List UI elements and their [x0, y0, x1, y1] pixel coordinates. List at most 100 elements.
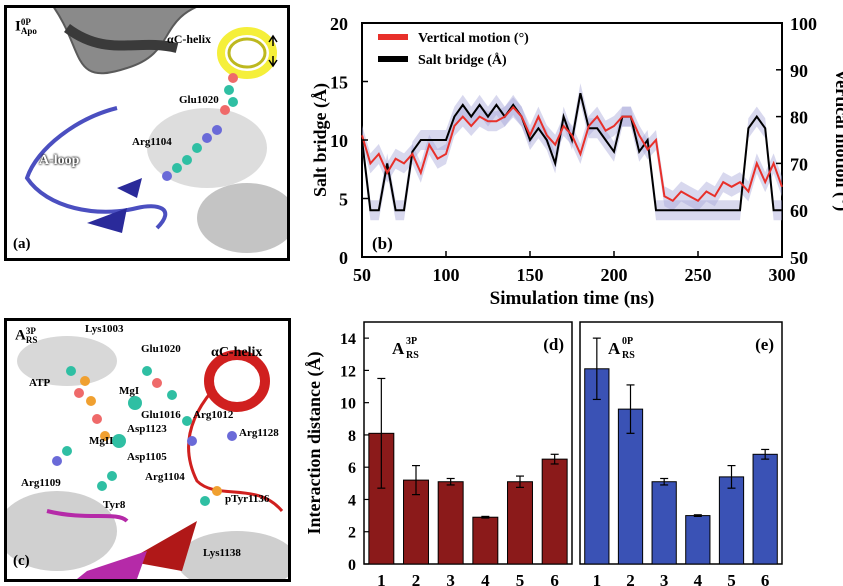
- bar: [718, 476, 745, 565]
- x-tick-label: 150: [517, 265, 544, 285]
- glu1020-sticks: [220, 73, 238, 115]
- label-tyr8: Tyr8: [103, 499, 126, 511]
- label-arg1109: Arg1109: [21, 477, 61, 489]
- legend-label: Vertical motion (°): [418, 31, 529, 46]
- grey-helix: [197, 183, 287, 253]
- y-axis-label: Interaction distance (Å): [304, 352, 325, 535]
- series-line: [361, 92, 782, 212]
- bar: [685, 515, 711, 565]
- label-glu1020-a: Glu1020: [179, 94, 219, 106]
- plot-frame: [579, 321, 783, 565]
- bar: [752, 453, 778, 565]
- x-tick-label: 3: [446, 571, 455, 586]
- y2-axis-label: Vertical motion (°): [831, 69, 843, 212]
- y-tick-label: 12: [340, 363, 356, 380]
- y2-tick-label: 90: [790, 61, 808, 81]
- y-tick-label: 4: [348, 492, 356, 509]
- legend-label: Salt bridge (Å): [418, 52, 507, 68]
- x-tick-label: 6: [550, 571, 559, 586]
- y-axis-label: Salt bridge (Å): [310, 83, 331, 197]
- state-label-sup: 3P: [406, 336, 417, 347]
- series-halo: [362, 83, 782, 221]
- y-tick-label: 14: [340, 331, 356, 348]
- dark-strand: [64, 23, 179, 53]
- x-tick-label: 2: [412, 571, 421, 586]
- label-asp1123: Asp1123: [127, 423, 167, 435]
- x-tick-label: 100: [433, 265, 460, 285]
- motion-arrow-icon: [268, 34, 278, 68]
- y2-tick-label: 60: [790, 201, 808, 221]
- state-label-a: I 0P Apo: [15, 17, 37, 36]
- x-tick-label: 300: [769, 265, 796, 285]
- label-arg1104-a: Arg1104: [132, 136, 172, 148]
- label-mgii: MgII: [89, 435, 114, 447]
- x-tick-label: 250: [685, 265, 712, 285]
- state-label: A: [392, 339, 405, 358]
- y-tick-label: 5: [339, 190, 348, 210]
- series-line: [361, 105, 783, 203]
- blue-sheet: [117, 178, 142, 198]
- label-ptyr1136: pTyr1136: [225, 493, 270, 505]
- y-tick-label: 0: [339, 248, 348, 268]
- x-tick-label: 2: [626, 571, 635, 586]
- arg1104-sticks: [162, 125, 222, 181]
- x-tick-label: 5: [516, 571, 525, 586]
- bar: [584, 368, 610, 565]
- grey-helix: [177, 531, 288, 579]
- mg-ion: [112, 434, 126, 448]
- protein-cartoon-a: [24, 8, 287, 253]
- label-lys1003: Lys1003: [85, 323, 124, 335]
- x-axis-label: Simulation time (ns): [490, 288, 655, 309]
- y2-tick-label: 70: [790, 154, 808, 174]
- y2-tick-label: 50: [790, 248, 808, 268]
- series-halo: [362, 97, 782, 211]
- label-lys1138: Lys1138: [203, 547, 241, 559]
- red-loop: [187, 390, 284, 512]
- molecular-image-a: I 0P Apo αC-helix Glu1020 Arg1104 A-loop (…: [4, 5, 290, 261]
- state-label: A: [608, 339, 621, 358]
- residue-sticks: [52, 366, 237, 506]
- bar: [507, 481, 533, 565]
- panel-tag-b: (b): [372, 234, 393, 253]
- x-tick-label: 4: [481, 571, 490, 586]
- chart-b: 50 100 150 200 250 300 0 5 10 15 20 50 60 70 80 90 100 Si…: [310, 14, 843, 309]
- label-ac-helix-a: αC-helix: [167, 32, 212, 46]
- x-tick-label: 1: [593, 571, 602, 586]
- label-arg1012: Arg1012: [193, 409, 234, 421]
- blue-sheet: [87, 208, 127, 233]
- label-arg1104-c: Arg1104: [145, 471, 185, 483]
- y-tick-label: 15: [330, 73, 348, 93]
- a-loop-ribbon: [24, 106, 168, 230]
- panel-tag: (e): [755, 335, 774, 354]
- grey-helix: [17, 336, 117, 386]
- y-tick-label: 10: [340, 396, 356, 413]
- panel-tag-a: (a): [13, 236, 31, 252]
- x-tick-label: 50: [353, 265, 371, 285]
- x-tick-label: 200: [601, 265, 628, 285]
- bar: [437, 481, 464, 565]
- molecular-image-c: A 3P RS Lys1003 Glu1020 αC-helix ATP MgI G…: [4, 318, 291, 582]
- plot-frame: [363, 321, 573, 565]
- label-glu1020-c: Glu1020: [141, 343, 181, 355]
- protein-cartoon-c: [7, 336, 288, 579]
- x-tick-label: 4: [694, 571, 703, 586]
- grey-helix: [7, 491, 117, 571]
- panel-tag: (d): [543, 335, 564, 354]
- red-sheet: [127, 521, 197, 571]
- y-tick-label: 10: [330, 131, 348, 151]
- bar: [541, 458, 568, 565]
- y-tick-label: 8: [348, 428, 356, 445]
- label-a-loop: A-loop: [39, 153, 80, 168]
- label-arg1128: Arg1128: [239, 427, 279, 439]
- state-label-sup: 0P: [622, 336, 633, 347]
- red-helix: [204, 350, 270, 412]
- yellow-helix-inner: [227, 37, 267, 69]
- x-tick-label: 1: [377, 571, 386, 586]
- state-label-c: A 3P RS: [15, 326, 38, 345]
- yellow-helix: [217, 27, 277, 79]
- y-tick-label: 2: [348, 525, 356, 542]
- label-glu1016: Glu1016: [141, 409, 181, 421]
- bar: [651, 481, 677, 565]
